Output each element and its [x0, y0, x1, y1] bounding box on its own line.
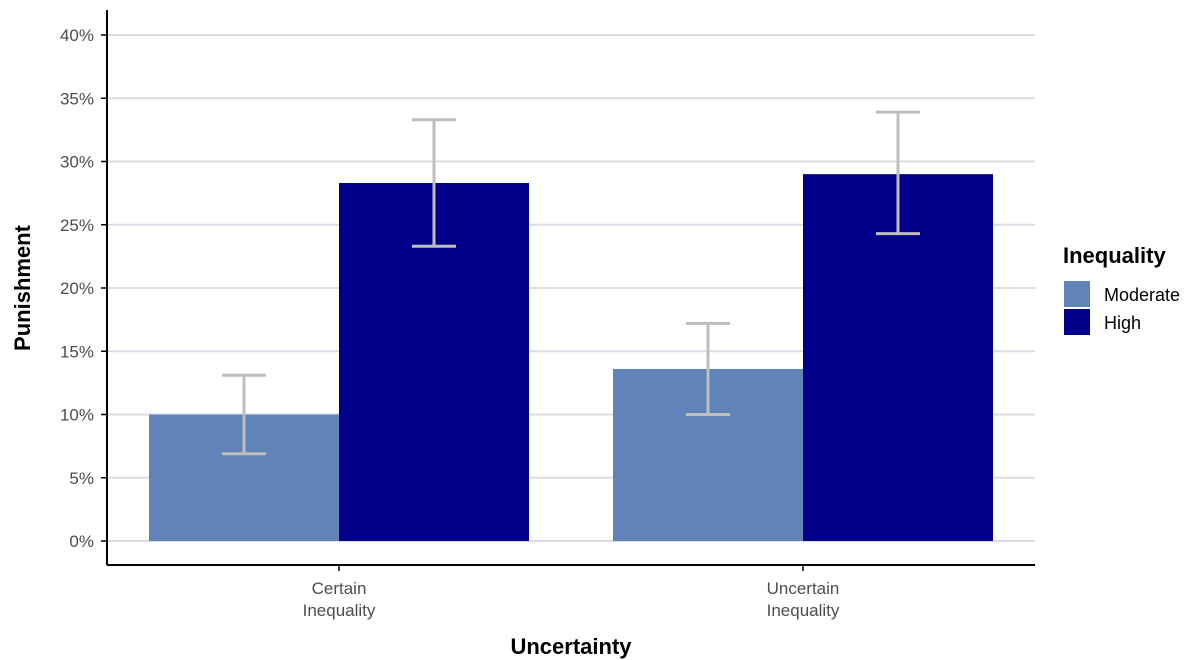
error-bar — [412, 118, 456, 248]
legend-item-high: High — [1064, 309, 1141, 335]
legend-swatch — [1064, 281, 1090, 307]
y-tick-label: 40% — [60, 26, 94, 45]
bar-high-2 — [803, 174, 993, 541]
bars — [149, 174, 993, 541]
y-tick-label: 35% — [60, 89, 94, 108]
x-tick-label: Certain Inequality — [303, 579, 376, 620]
legend-label: Moderate — [1104, 285, 1180, 305]
y-tick-label: 30% — [60, 153, 94, 172]
legend: Inequality Moderate High — [1063, 243, 1180, 335]
x-axis-title: Uncertainty — [510, 634, 632, 659]
y-tick-label: 5% — [69, 469, 94, 488]
y-tick-label: 0% — [69, 532, 94, 551]
legend-title: Inequality — [1063, 243, 1166, 268]
error-bar — [222, 373, 266, 456]
y-tick-label: 25% — [60, 216, 94, 235]
y-tick-labels: 0% 5% 10% 15% 20% 25% 30% 35% 40% — [60, 26, 94, 551]
legend-swatch — [1064, 309, 1090, 335]
error-bar — [686, 321, 730, 416]
error-bar — [876, 110, 920, 236]
legend-label: High — [1104, 313, 1141, 333]
y-tick-label: 10% — [60, 406, 94, 425]
error-bars — [222, 110, 920, 456]
y-tick-label: 15% — [60, 342, 94, 361]
legend-item-moderate: Moderate — [1064, 281, 1180, 307]
axes — [101, 10, 1035, 571]
x-tick-label: Uncertain Inequality — [767, 579, 840, 620]
y-axis-title: Punishment — [10, 224, 35, 351]
x-tick-labels: Certain Inequality Uncertain Inequality — [303, 579, 840, 620]
y-tick-label: 20% — [60, 279, 94, 298]
